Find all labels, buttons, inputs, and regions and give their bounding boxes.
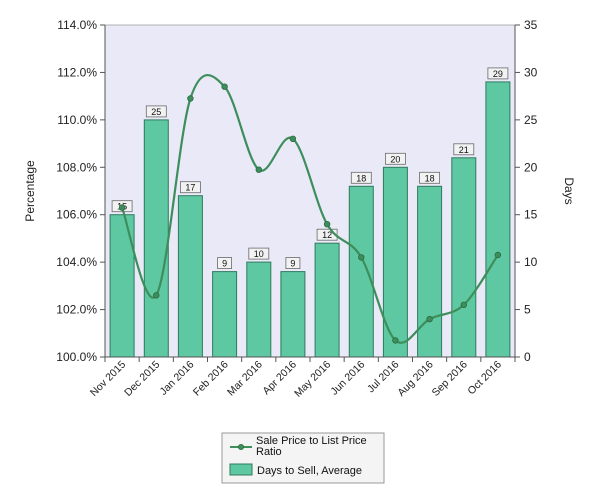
right-tick-label: 20 (524, 160, 538, 174)
bar-value-label-box (145, 105, 167, 118)
bar-value-label-box (384, 152, 406, 165)
bar (280, 271, 306, 358)
right-tick-label: 35 (524, 18, 538, 32)
bar-value-label: 10 (254, 249, 264, 259)
bar-value-label: 18 (425, 173, 435, 183)
x-tick-label: Oct 2016 (465, 359, 504, 398)
ratio-point (153, 292, 160, 299)
x-tick-label: Dec 2015 (122, 359, 162, 399)
bar (451, 157, 477, 358)
x-tick-label: Jun 2016 (328, 359, 367, 398)
ratio-point (187, 95, 194, 102)
left-axis: 100.0% 102.0% 104.0% 106.0% 108.0% 110.0% 112.… (56, 18, 106, 364)
legend: Sale Price to List Price Ratio Days to Se… (221, 432, 385, 484)
bar (143, 119, 169, 358)
bar-value-label: 12 (322, 230, 332, 240)
left-tick-label: 108.0% (56, 160, 97, 174)
ratio-point (323, 220, 331, 228)
bar-value-label: 20 (390, 154, 400, 164)
left-tick-label: 112.0% (57, 65, 97, 79)
bar-value-label: 18 (356, 173, 366, 183)
right-tick-label: 0 (524, 350, 531, 364)
bar-value-label-box (285, 257, 301, 270)
bar-value-label: 9 (290, 259, 295, 269)
right-tick-label: 5 (524, 303, 531, 317)
legend-line-dot (237, 443, 244, 450)
bar-value-label-box (350, 171, 372, 184)
bar-value-label-box (419, 171, 441, 184)
x-tick-label: Jan 2016 (157, 359, 196, 398)
bar-value-label-box (453, 143, 475, 156)
bar (212, 271, 238, 358)
bar-value-label-box (316, 228, 338, 241)
ratio-point (358, 254, 365, 261)
bar-value-label-box (179, 181, 201, 194)
left-tick-label: 106.0% (56, 208, 97, 222)
bar-value-label: 17 (185, 183, 195, 193)
left-tick-label: 104.0% (56, 255, 97, 269)
bar-value-label: 21 (459, 145, 469, 155)
bar (348, 185, 374, 358)
bars-layer (109, 81, 511, 358)
left-tick-label: 100.0% (56, 350, 97, 364)
bar (314, 242, 340, 358)
left-tick-label: 110.0% (57, 113, 97, 127)
right-tick-label: 30 (524, 65, 538, 79)
x-tick-label: Nov 2015 (88, 359, 128, 399)
bar (246, 261, 272, 358)
right-tick-label: 15 (524, 208, 538, 222)
line-layer (118, 74, 502, 344)
legend-bar-label: Days to Sell, Average (257, 465, 362, 477)
bar-value-label-box (487, 67, 509, 80)
bar-value-label-box (217, 257, 233, 270)
bar-value-label: 9 (222, 259, 227, 269)
ratio-point (289, 135, 297, 142)
bar (177, 195, 203, 358)
plot-area (104, 24, 516, 358)
legend-line-label: Sale Price to List Price Ratio (256, 435, 367, 458)
left-tick-label: 102.0% (56, 303, 97, 317)
left-tick-label: 114.0% (57, 18, 97, 32)
x-tick-label: Aug 2016 (395, 359, 435, 399)
ratio-point (494, 251, 502, 259)
legend-bar-swatch (229, 463, 253, 476)
bar-value-label: 25 (151, 107, 161, 117)
bar-value-label-box (248, 247, 270, 260)
bar-value-label: 29 (493, 69, 503, 79)
bar (485, 81, 511, 358)
bar (417, 185, 443, 358)
right-tick-label: 10 (524, 255, 538, 269)
x-tick-label: Feb 2016 (191, 359, 231, 399)
ratio-point (255, 166, 262, 173)
y-axis-label: Percentage (23, 160, 37, 222)
x-tick-label: Mar 2016 (225, 359, 265, 399)
right-axis: 0 5 10 15 20 25 30 35 (514, 18, 538, 364)
x-tick-label: May 2016 (292, 359, 333, 400)
ratio-point (221, 83, 228, 90)
ratio-point (460, 301, 467, 308)
ratio-point (118, 204, 126, 211)
ratio-point (426, 315, 433, 323)
x-tick-label: Sep 2016 (430, 359, 470, 399)
ratio-point (392, 337, 399, 344)
right-tick-label: 25 (524, 113, 538, 127)
y2-axis-label: Days (562, 177, 576, 204)
